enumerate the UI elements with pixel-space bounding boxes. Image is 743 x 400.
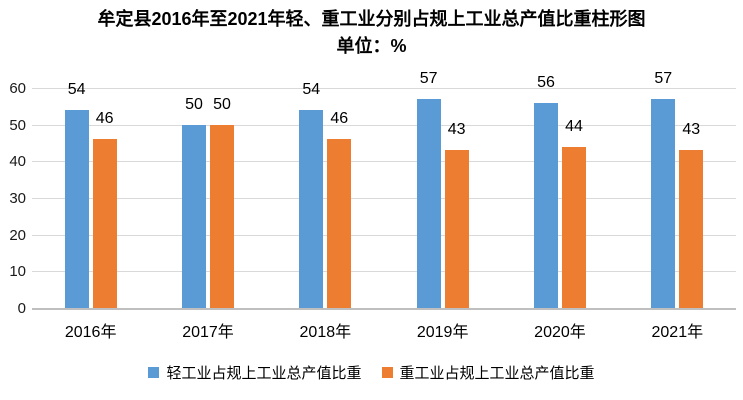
- bar: [533, 102, 558, 308]
- bar: [92, 139, 117, 308]
- bar: [299, 110, 324, 308]
- x-axis-tick-label: 2020年: [534, 324, 586, 341]
- bar: [327, 139, 352, 308]
- legend: 轻工业占规上工业总产值比重 重工业占规上工业总产值比重: [0, 362, 743, 383]
- bar: [444, 150, 469, 308]
- bar-column: 54: [299, 81, 324, 308]
- y-axis-labels: 0 10 20 30 40 50 60: [0, 81, 26, 316]
- bar-column: 44: [561, 117, 586, 308]
- category-group: 50 50: [149, 88, 266, 308]
- data-label: 57: [654, 70, 673, 87]
- bar-column: 50: [209, 95, 234, 308]
- x-axis-tick-label: 2018年: [299, 324, 352, 341]
- y-axis-tick-label: 60: [9, 80, 26, 97]
- plot-area: 54 46 50 50 54 46 57 43 56 44 57 43: [32, 71, 736, 310]
- gridline: [32, 198, 736, 199]
- data-label: 46: [95, 110, 114, 128]
- bar: [561, 146, 586, 308]
- data-label: 44: [565, 117, 583, 135]
- bar: [209, 124, 234, 308]
- x-axis-tick-label: 2017年: [182, 324, 234, 341]
- legend-label: 重工业占规上工业总产值比重: [399, 365, 595, 382]
- x-axis-labels: 2016年 2017年 2018年 2019年 2020年 2021年: [32, 318, 736, 342]
- y-axis-tick-label: 10: [9, 263, 26, 281]
- bar-column: 57: [651, 70, 676, 308]
- gridline: [32, 161, 736, 163]
- x-axis-tick-label: 2016年: [64, 324, 117, 341]
- data-label: 50: [213, 95, 231, 113]
- bar: [416, 99, 441, 308]
- category-group: 56 44: [501, 74, 618, 308]
- data-label: 57: [419, 70, 438, 87]
- legend-swatch-icon: [381, 367, 393, 378]
- bar: [679, 150, 704, 308]
- bar-column: 46: [92, 110, 117, 308]
- gridline: [32, 88, 736, 89]
- y-axis-tick-label: 50: [9, 116, 26, 134]
- x-axis-tick-label: 2021年: [651, 324, 704, 341]
- category-group: 57 43: [619, 71, 736, 308]
- chart-subtitle: 单位：%: [336, 36, 407, 56]
- y-axis-tick-label: 0: [17, 300, 26, 317]
- gridline: [32, 124, 736, 126]
- legend-item: 轻工业占规上工业总产值比重: [148, 362, 362, 383]
- bar-column: 43: [444, 121, 469, 308]
- category-group: 54 46: [32, 82, 149, 308]
- bars-layer: 54 46 50 50 54 46 57 43 56 44 57 43: [32, 71, 736, 308]
- gridline: [32, 271, 736, 273]
- bar-column: 43: [679, 121, 704, 308]
- legend-swatch-icon: [148, 367, 160, 378]
- bar-column: 54: [64, 81, 89, 308]
- data-label: 46: [330, 110, 349, 128]
- bar: [651, 99, 676, 308]
- data-label: 43: [447, 121, 466, 139]
- category-group: 54 46: [267, 82, 384, 308]
- chart-header: 牟定县2016年至2021年轻、重工业分别占规上工业总产值比重柱形图 单位：%: [0, 6, 743, 60]
- data-label: 54: [67, 81, 86, 98]
- bar-column: 50: [181, 95, 206, 308]
- data-label: 50: [185, 95, 203, 113]
- y-axis-tick-label: 30: [9, 190, 26, 207]
- x-axis-tick-label: 2019年: [416, 324, 469, 341]
- y-axis-tick-label: 40: [9, 153, 26, 171]
- data-label: 43: [682, 121, 701, 139]
- legend-item: 重工业占规上工业总产值比重: [381, 362, 595, 383]
- data-label: 56: [537, 73, 555, 91]
- gridline: [32, 234, 736, 236]
- y-axis-tick-label: 20: [9, 226, 26, 244]
- bar-column: 56: [533, 73, 558, 308]
- data-label: 54: [302, 81, 321, 98]
- chart-title: 牟定县2016年至2021年轻、重工业分别占规上工业总产值比重柱形图: [97, 9, 646, 29]
- legend-label: 轻工业占规上工业总产值比重: [166, 365, 362, 382]
- bar-column: 57: [416, 70, 441, 308]
- bar-column: 46: [327, 110, 352, 308]
- bar: [181, 124, 206, 308]
- category-group: 57 43: [384, 71, 501, 308]
- bar: [64, 110, 89, 308]
